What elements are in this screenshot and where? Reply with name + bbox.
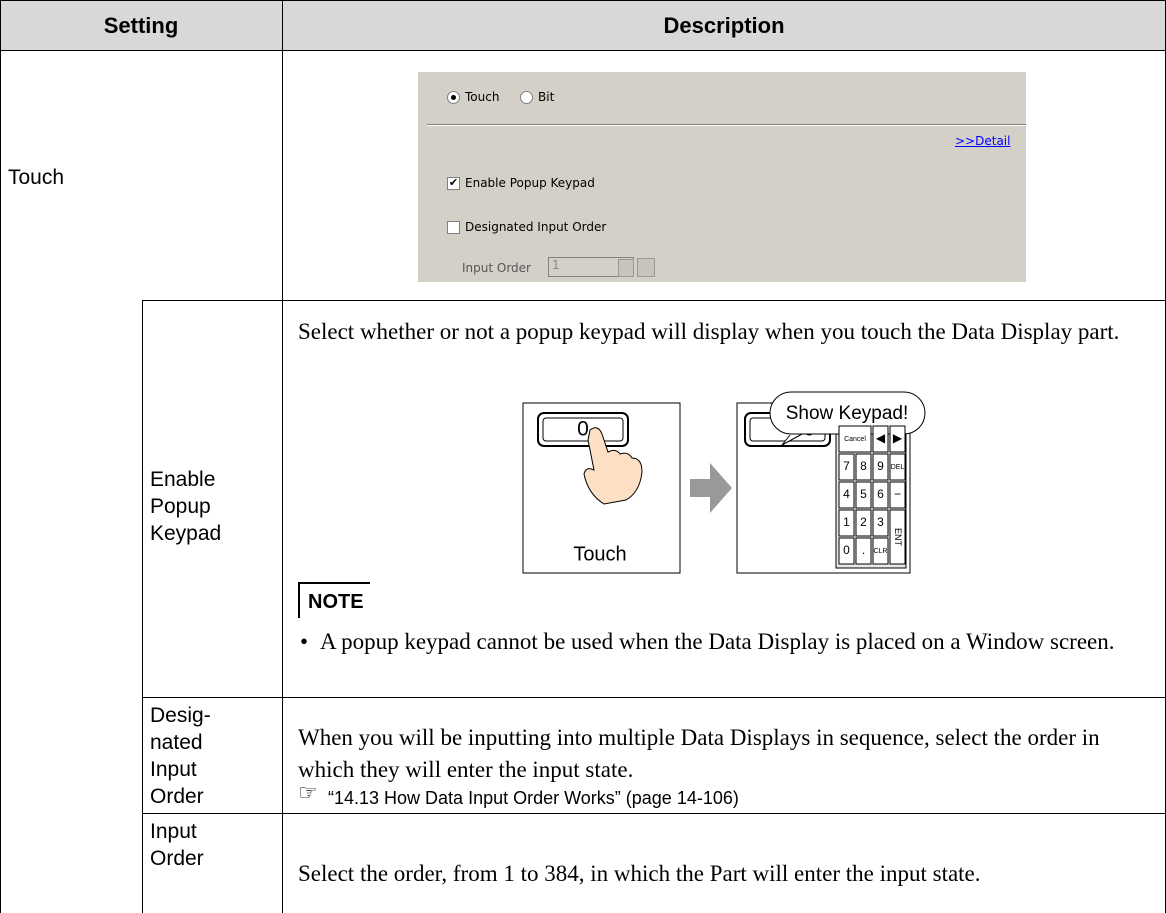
description: Select the order, from 1 to 384, in whic… xyxy=(298,861,981,886)
key xyxy=(872,453,889,481)
setting-line: Input xyxy=(150,820,197,843)
key xyxy=(838,537,855,565)
key-label: 5 xyxy=(860,487,867,501)
description: Select whether or not a popup keypad wil… xyxy=(298,319,1120,344)
separator xyxy=(427,124,1026,126)
note-text: A popup keypad cannot be used when the D… xyxy=(320,629,1115,654)
key xyxy=(889,481,906,509)
key-label: 7 xyxy=(843,459,850,473)
border xyxy=(142,697,1166,698)
key xyxy=(855,537,872,565)
key-label: ▶ xyxy=(893,431,903,445)
key xyxy=(838,453,855,481)
setting-line: Popup xyxy=(150,495,211,518)
setting-line: Order xyxy=(150,847,204,870)
key-label: 4 xyxy=(843,487,850,501)
arrow xyxy=(690,463,732,513)
border xyxy=(0,50,1166,51)
header-bg xyxy=(0,0,1166,50)
radio xyxy=(447,91,460,104)
note-label: NOTE xyxy=(298,582,370,618)
setting-line: Keypad xyxy=(150,522,222,545)
setting-label: Enable Popup Keypad xyxy=(150,466,221,547)
key-label: 3 xyxy=(877,515,884,529)
key xyxy=(855,481,872,509)
border xyxy=(0,0,1,913)
key-label: 9 xyxy=(877,459,884,473)
spinner xyxy=(618,259,634,277)
border xyxy=(142,300,143,913)
key xyxy=(872,537,889,565)
radio-dot xyxy=(451,95,456,100)
detail-link: >>Detail xyxy=(955,134,1011,148)
border xyxy=(142,300,1166,301)
grid-icon xyxy=(637,258,655,277)
key xyxy=(855,453,872,481)
key xyxy=(872,481,889,509)
key xyxy=(872,509,889,537)
key-label: Cancel xyxy=(844,436,866,443)
settings-panel: Touch Bit >>Detail ✔ Enable Popup Keypad… xyxy=(418,72,1026,282)
setting-line: Desig- xyxy=(150,704,211,727)
key-label: 2 xyxy=(860,515,867,529)
checkbox xyxy=(447,221,460,234)
setting-line: nated xyxy=(150,731,203,754)
key xyxy=(855,509,872,537)
bubble-text: Show Keypad! xyxy=(786,403,909,424)
key xyxy=(838,481,855,509)
reference: “14.13 How Data Input Order Works” (page… xyxy=(328,788,739,808)
key-label: . xyxy=(862,543,865,557)
border xyxy=(142,813,1166,814)
key xyxy=(838,425,872,453)
key xyxy=(872,425,889,453)
key-label: 8 xyxy=(860,459,867,473)
radio-label: Touch xyxy=(465,90,500,104)
setting-line: Enable xyxy=(150,468,216,491)
radio xyxy=(520,91,533,104)
key xyxy=(889,509,906,565)
key-label: − xyxy=(894,487,901,501)
reference-icon: ☞ xyxy=(298,780,318,805)
key xyxy=(889,425,906,453)
field-label: Input Order xyxy=(462,261,531,275)
key xyxy=(889,453,906,481)
setting-label: Touch xyxy=(8,166,65,189)
display-inner xyxy=(542,417,624,442)
checkbox: ✔ xyxy=(447,177,460,190)
radio-label: Bit xyxy=(538,90,555,104)
setting-line: Input xyxy=(150,758,197,781)
key-label: 1 xyxy=(843,515,850,529)
key-label: 6 xyxy=(877,487,884,501)
header-setting: Setting xyxy=(103,13,179,38)
key-label: ◀ xyxy=(876,431,886,445)
border xyxy=(0,0,1166,1)
border xyxy=(282,0,283,913)
checkbox-label: Enable Popup Keypad xyxy=(465,176,595,190)
illustration: 0 Touch 0 Show Keypad! Cancel ◀ ▶ 789 DEL 456… xyxy=(522,391,926,574)
bubble-tail xyxy=(781,432,805,446)
key-label: CLR xyxy=(873,548,887,555)
setting-line: Order xyxy=(150,785,204,808)
setting-label: Desig-nated Input Order xyxy=(150,702,211,810)
display-value: 0 xyxy=(577,418,589,441)
header-description: Description xyxy=(663,13,785,38)
key-label: DEL xyxy=(891,464,905,471)
setting-label: Input Order xyxy=(150,818,204,872)
key xyxy=(838,509,855,537)
hand xyxy=(583,427,643,505)
key-label: ENT xyxy=(893,528,903,547)
description: When you will be inputting into multiple… xyxy=(298,725,1100,782)
bullet: • xyxy=(300,629,309,654)
key-label: 0 xyxy=(843,543,850,557)
touch-label: Touch xyxy=(573,543,626,565)
checkbox-label: Designated Input Order xyxy=(465,220,607,234)
